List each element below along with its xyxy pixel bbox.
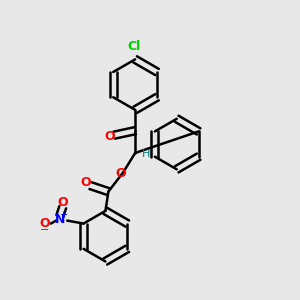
Text: −: − xyxy=(40,225,50,235)
Text: N: N xyxy=(55,213,65,226)
Text: Cl: Cl xyxy=(127,40,140,52)
Text: O: O xyxy=(40,217,50,230)
Text: O: O xyxy=(81,176,92,189)
Text: O: O xyxy=(105,130,115,143)
Text: H: H xyxy=(142,149,150,160)
Text: +: + xyxy=(59,210,67,220)
Text: O: O xyxy=(115,167,126,180)
Text: O: O xyxy=(57,196,68,209)
